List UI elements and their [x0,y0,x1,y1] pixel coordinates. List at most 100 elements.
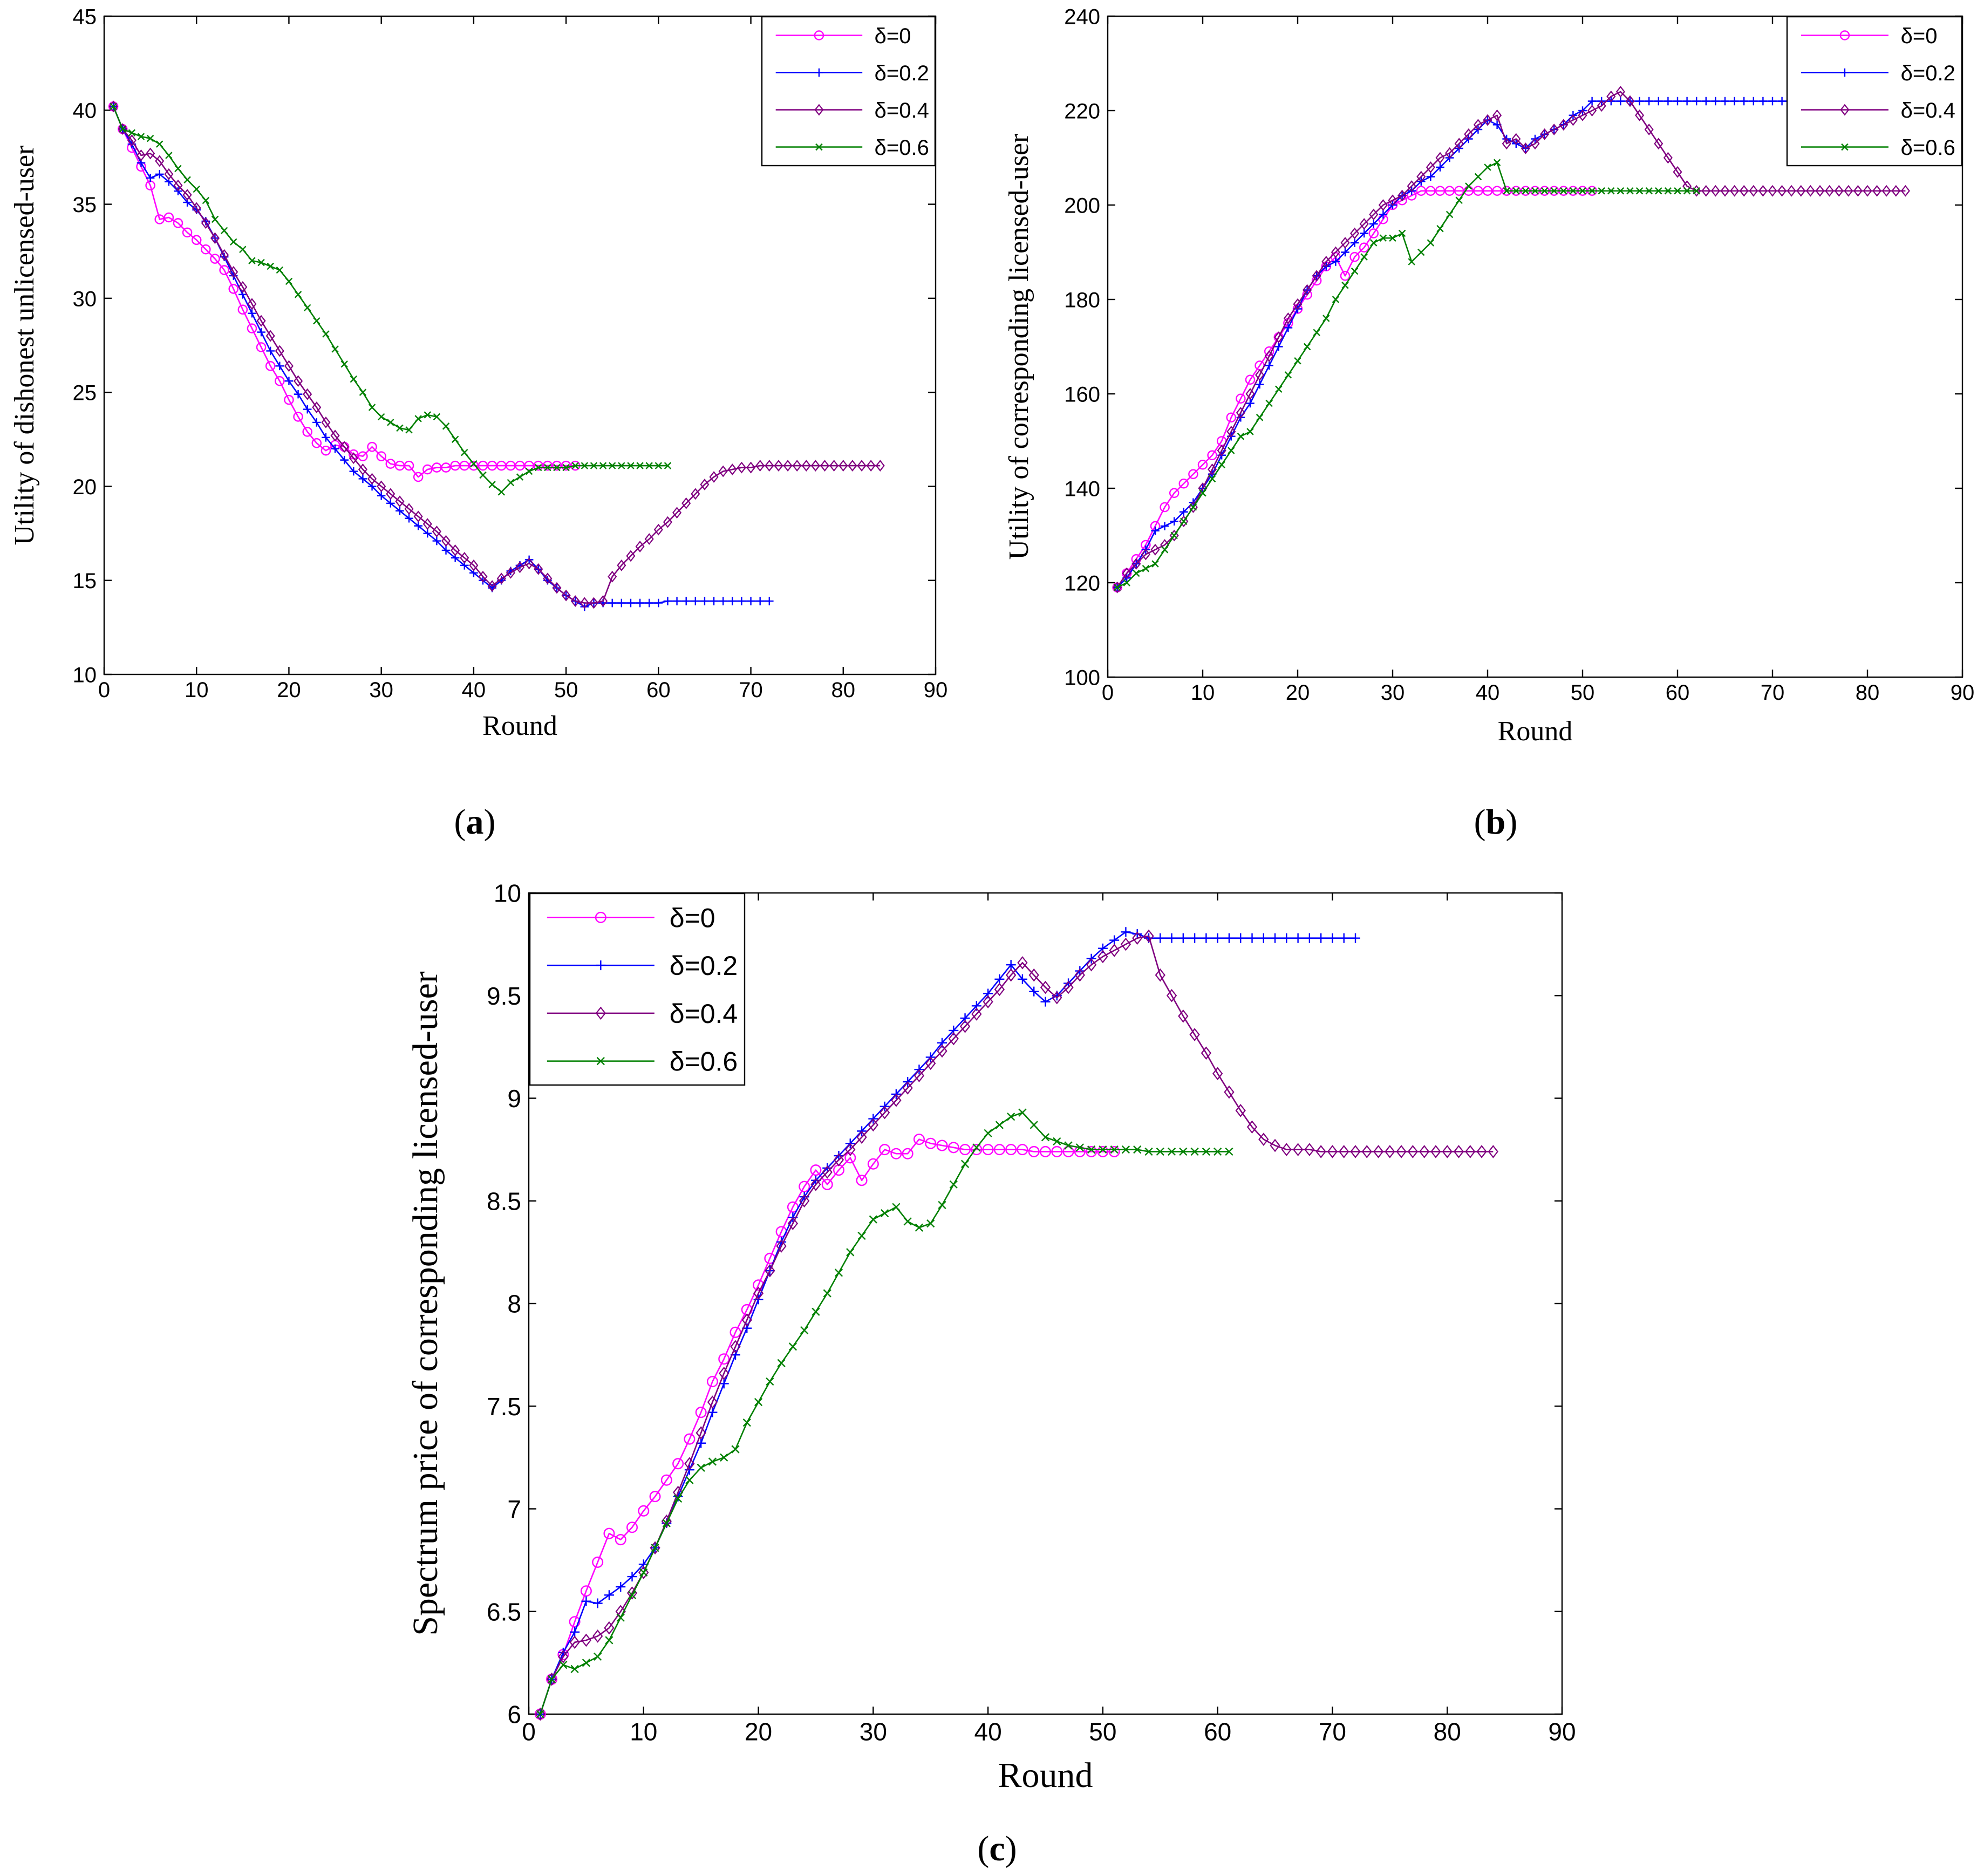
data-point [1350,238,1359,247]
data-point [1654,97,1663,106]
data-point [661,1515,672,1528]
data-point [777,1359,786,1367]
data-point [857,1231,866,1240]
legend-label: δ=0.6 [1901,136,1955,160]
legend-marker [596,960,606,971]
data-point [1625,95,1635,107]
data-point [386,488,396,500]
data-point [1236,407,1245,419]
data-point [322,433,330,442]
data-point [959,1144,971,1156]
data-point [146,173,155,182]
data-point [1265,361,1273,370]
data-point [710,597,718,605]
data-point [1212,1067,1223,1081]
data-point [626,1522,638,1533]
data-point [1891,185,1901,197]
data-point [1444,186,1455,196]
data-point [754,1398,763,1407]
data-point [1208,463,1217,475]
data-point [1360,229,1368,238]
data-point [516,473,524,481]
data-point [387,419,394,426]
y-tick-label: 100 [1064,666,1100,690]
data-point [367,473,377,485]
data-point [1427,239,1435,247]
data-point [1099,1145,1107,1154]
x-tick-label: 40 [1476,681,1500,705]
data-point [321,445,331,456]
x-tick-label: 70 [739,678,763,702]
data-point [1086,1145,1097,1157]
data-point [1373,1145,1384,1158]
data-point [866,460,876,472]
x-tick-label: 0 [98,678,110,702]
data-point [1710,185,1720,197]
data-point [570,595,580,607]
data-point [1442,1145,1453,1158]
data-point [971,1007,982,1021]
data-point [1568,114,1578,126]
data-point [867,1158,879,1170]
data-point [1385,1145,1395,1158]
data-point [303,388,312,400]
data-point [1281,933,1292,943]
data-point [248,309,256,318]
chart-panel-a: 0 10 20 30 40 50 60 70 80 901015202530354045Round… [9,5,947,842]
data-point [820,460,830,472]
data-point [1588,187,1596,195]
data-point [377,480,386,493]
data-point [1258,1133,1269,1146]
data-point [1360,253,1368,261]
data-point [1492,186,1502,196]
data-point [137,133,145,140]
data-point [672,597,681,605]
x-tick-label: 20 [745,1717,772,1745]
data-point [396,424,404,432]
data-point [913,1069,925,1082]
data-point [731,1445,740,1454]
data-point [1028,1145,1040,1157]
x-tick-label: 30 [369,678,393,702]
data-point [432,536,441,545]
data-point [1166,988,1177,1002]
data-point [800,1326,809,1335]
plot-area-frame [103,15,937,676]
data-point [1292,1143,1304,1156]
data-point [1426,186,1436,196]
data-point [368,404,376,411]
data-point [1245,388,1255,400]
data-point [331,444,339,453]
data-point [902,1148,913,1159]
data-point [1228,447,1235,454]
data-point [681,597,691,605]
data-point [875,460,885,472]
data-point [728,597,737,605]
data-point [156,140,163,148]
data-point [1212,933,1223,943]
data-point [1416,170,1426,183]
legend-label: δ=0.4 [1901,99,1955,122]
data-point [1255,380,1264,389]
series-3 [535,929,1498,1721]
data-point [385,459,396,469]
data-point [1189,503,1197,511]
data-point [1825,185,1835,197]
data-point [846,1248,855,1257]
data-point [1664,187,1672,195]
data-point [766,1377,774,1386]
data-point [1178,1009,1189,1023]
data-point [1340,237,1350,249]
legend-marker [1839,30,1850,40]
data-point [937,1044,947,1058]
data-point [1110,1145,1119,1154]
data-point [211,215,219,223]
data-point [1739,185,1749,197]
data-point [707,1395,718,1409]
data-point [515,561,525,574]
x-axis-title: Round [482,711,557,741]
series-3 [1113,86,1910,594]
data-point [562,463,570,472]
data-point [801,460,811,472]
data-point [636,462,644,469]
